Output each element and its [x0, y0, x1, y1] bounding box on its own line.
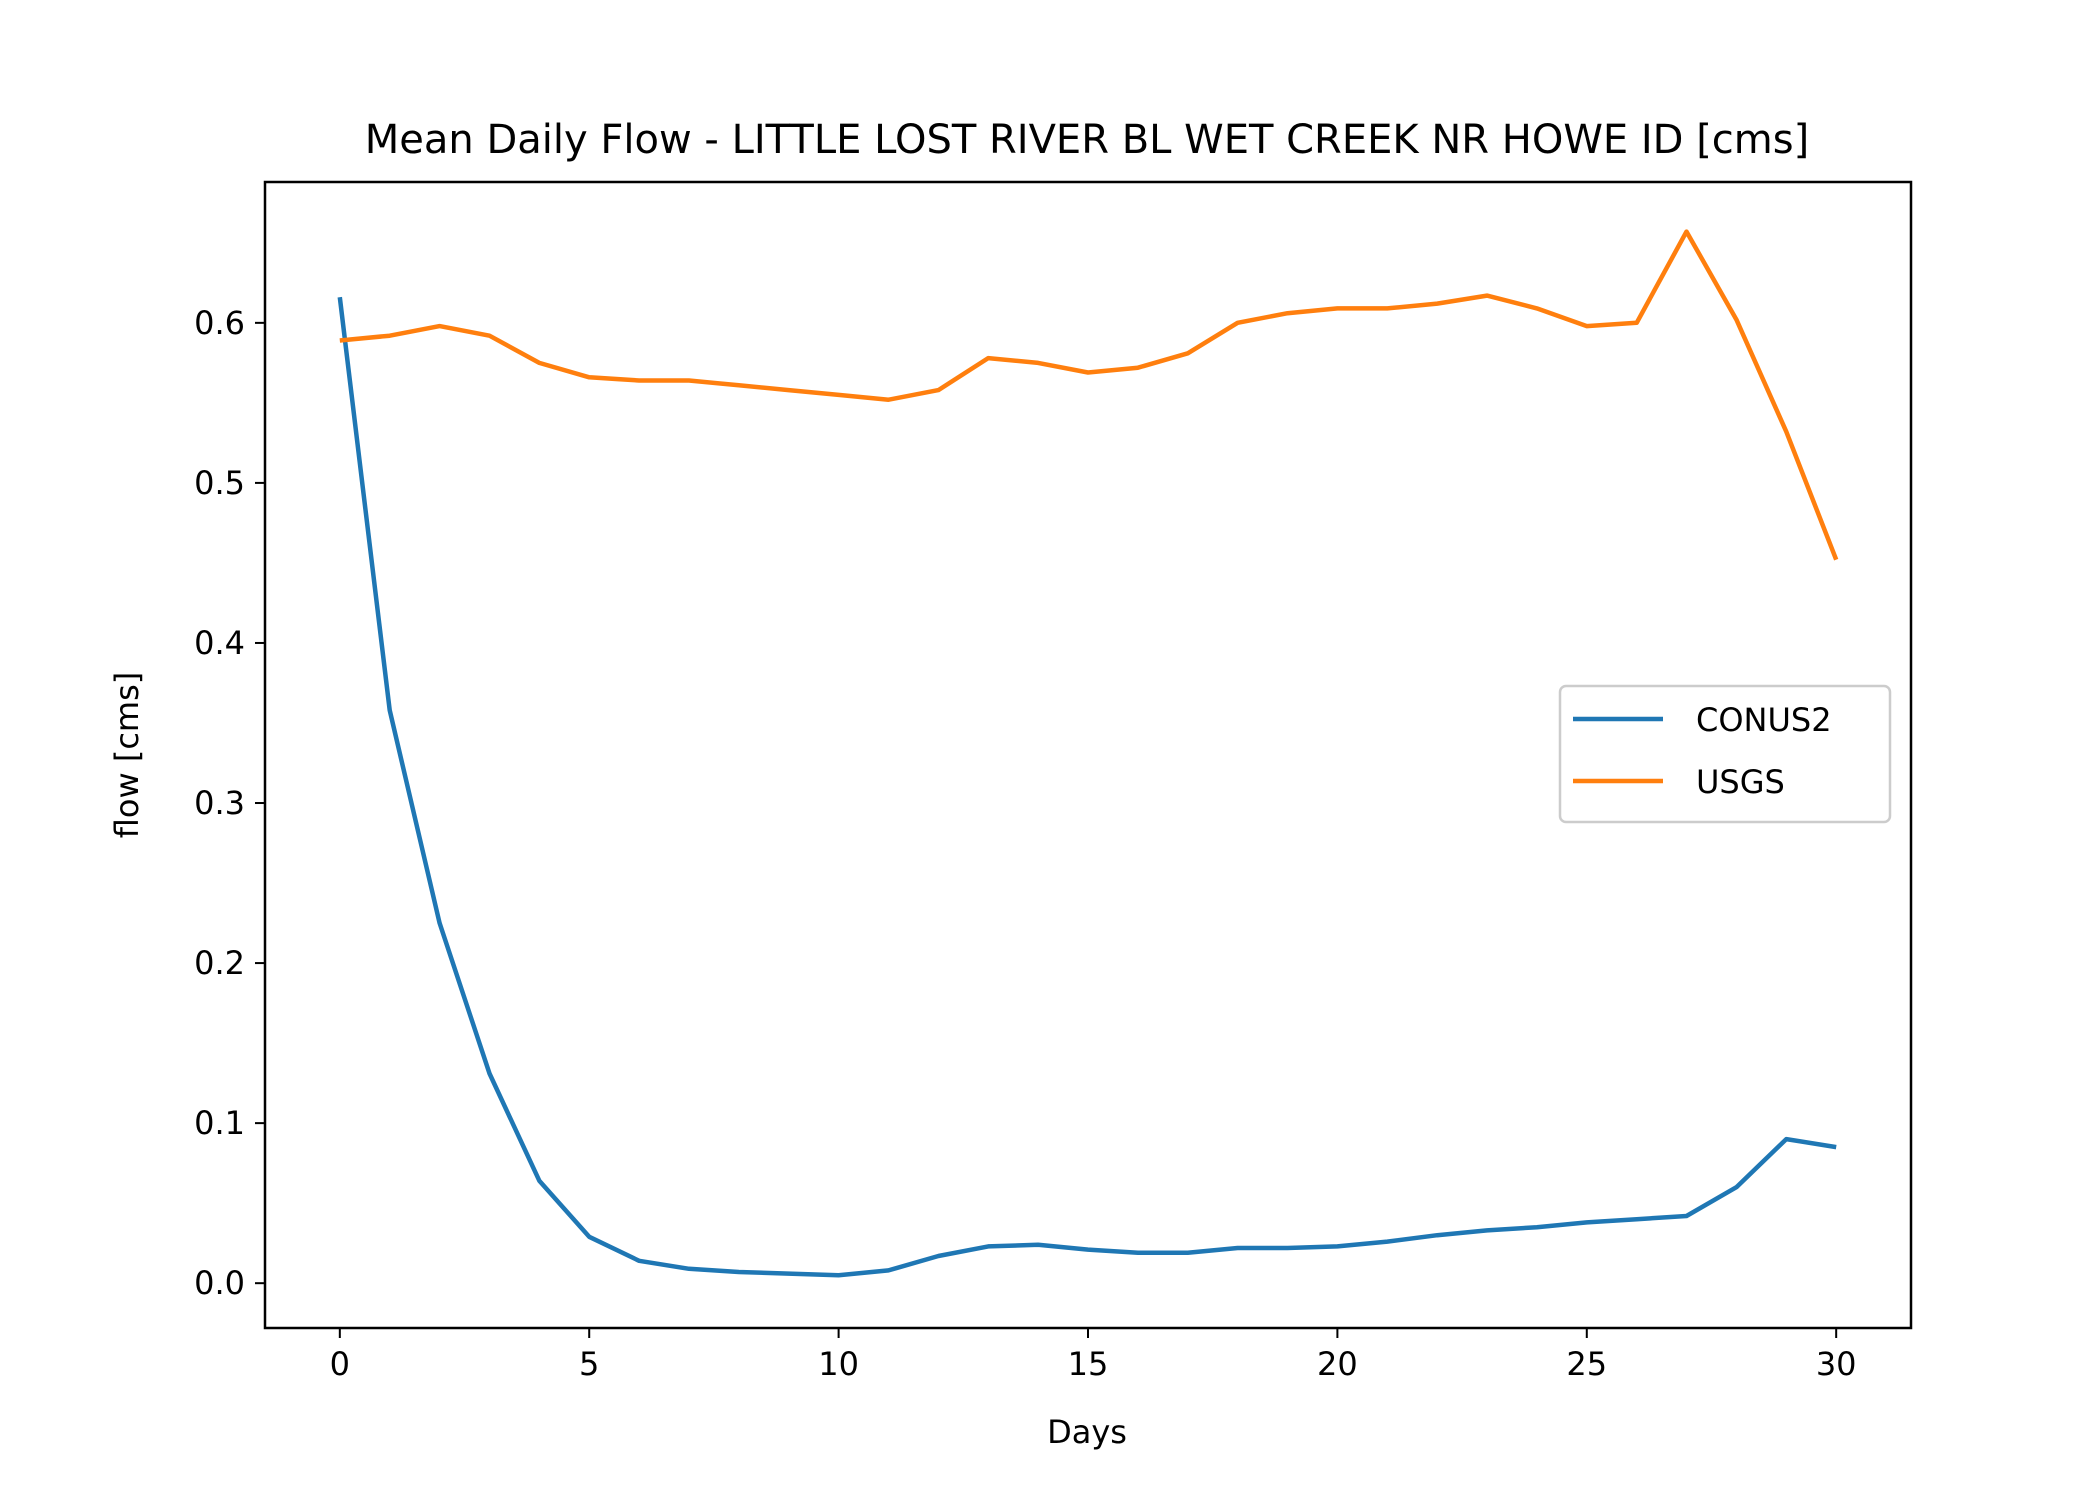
series-line-usgs — [339, 229, 1839, 561]
x-tick-label: 10 — [818, 1345, 859, 1383]
x-tick-label: 30 — [1816, 1345, 1857, 1383]
x-axis: 0 5 10 15 20 25 30 — [330, 1328, 1857, 1383]
y-tick-label: 0.3 — [194, 784, 245, 822]
y-tick-label: 0.2 — [194, 944, 245, 982]
y-axis: 0.0 0.1 0.2 0.3 0.4 0.5 0.6 — [194, 304, 265, 1302]
series-line-conus2 — [337, 296, 1837, 1278]
series-layer — [337, 229, 1839, 1278]
x-tick-label: 0 — [330, 1345, 350, 1383]
y-tick-label: 0.4 — [194, 624, 245, 662]
legend: CONUS2 USGS — [1558, 684, 1892, 824]
y-axis-label: flow [cms] — [108, 672, 146, 838]
x-tick-label: 5 — [579, 1345, 599, 1383]
x-axis-label: Days — [1047, 1413, 1127, 1451]
x-tick-label: 25 — [1566, 1345, 1607, 1383]
x-tick-label: 20 — [1317, 1345, 1358, 1383]
y-tick-label: 0.0 — [194, 1264, 245, 1302]
chart-title: Mean Daily Flow - LITTLE LOST RIVER BL W… — [365, 117, 1809, 163]
legend-label-usgs: USGS — [1696, 763, 1785, 801]
legend-label-conus2: CONUS2 — [1696, 701, 1832, 739]
x-tick-label: 15 — [1068, 1345, 1109, 1383]
y-tick-label: 0.6 — [194, 304, 245, 342]
y-tick-label: 0.1 — [194, 1104, 245, 1142]
y-tick-label: 0.5 — [194, 464, 245, 502]
